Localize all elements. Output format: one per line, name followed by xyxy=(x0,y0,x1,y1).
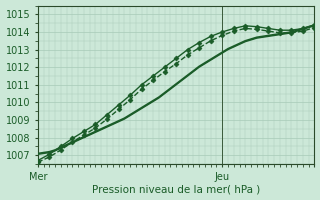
X-axis label: Pression niveau de la mer( hPa ): Pression niveau de la mer( hPa ) xyxy=(92,184,260,194)
